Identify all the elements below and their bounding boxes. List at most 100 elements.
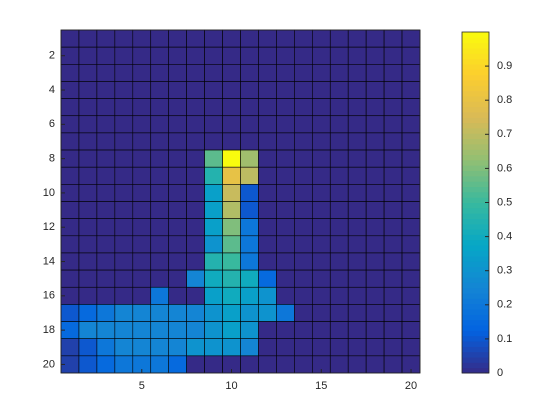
heatmap-cell <box>186 355 205 374</box>
colorbar-swatch <box>462 37 489 44</box>
heatmap-cell <box>401 218 421 237</box>
heatmap-cell <box>186 115 205 134</box>
heatmap-cell <box>258 149 277 168</box>
heatmap-cell <box>258 115 277 134</box>
heatmap-cell <box>294 184 313 202</box>
heatmap-cell <box>78 46 98 65</box>
heatmap-cell <box>347 132 367 151</box>
heatmap-cell <box>114 29 134 48</box>
heatmap-cell <box>114 286 134 305</box>
heatmap-cell <box>347 46 367 65</box>
heatmap-cell <box>96 235 116 254</box>
heatmap-cell <box>258 64 277 82</box>
heatmap-cell <box>240 115 259 134</box>
heatmap-cell <box>186 201 205 219</box>
heatmap-cell <box>132 286 152 305</box>
heatmap-cell <box>204 304 223 322</box>
heatmap-cell <box>329 98 349 117</box>
heatmap-cell <box>329 304 349 322</box>
heatmap-cell <box>204 338 223 357</box>
heatmap-cell <box>222 286 241 305</box>
heatmap-cell <box>311 252 331 271</box>
heatmap-cell <box>311 115 331 134</box>
heatmap-cell <box>114 46 134 65</box>
heatmap-cell <box>240 218 259 237</box>
heatmap-cell <box>311 149 331 168</box>
colorbar-swatch <box>462 266 489 273</box>
heatmap-cell <box>294 321 313 339</box>
heatmap-cell <box>186 269 205 288</box>
heatmap-cell <box>365 218 385 237</box>
heatmap-cell <box>78 132 98 151</box>
heatmap-cell <box>78 269 98 288</box>
heatmap-cell <box>294 81 313 99</box>
heatmap-cell <box>186 304 205 322</box>
colorbar-tick-label: 0.5 <box>497 196 512 208</box>
colorbar-swatch <box>462 271 489 278</box>
heatmap-cell <box>401 201 421 219</box>
heatmap-cell <box>401 115 421 134</box>
heatmap-cell <box>78 218 98 237</box>
heatmap-cell <box>294 201 313 219</box>
heatmap-cell <box>365 184 385 202</box>
heatmap-cell <box>60 201 80 219</box>
heatmap-cell <box>240 132 259 151</box>
heatmap-cell <box>186 149 205 168</box>
heatmap-cell <box>96 29 116 48</box>
heatmap-cell <box>258 286 277 305</box>
heatmap-cell <box>401 64 421 82</box>
heatmap-cell <box>60 29 80 48</box>
heatmap-cell <box>78 304 98 322</box>
heatmap-cell <box>150 218 170 237</box>
colorbar-swatch <box>462 287 489 294</box>
heatmap-cell <box>294 355 313 374</box>
colorbar-tick-label: 0.4 <box>497 231 512 243</box>
heatmap-cell <box>329 46 349 65</box>
heatmap-cell <box>401 304 421 322</box>
heatmap-cell <box>222 98 241 117</box>
heatmap-cell <box>150 235 170 254</box>
heatmap-cell <box>401 338 421 357</box>
heatmap-cell <box>276 98 295 117</box>
colorbar-swatch <box>462 197 489 203</box>
heatmap-cell <box>78 81 98 99</box>
y-tick-label: 16 <box>43 290 55 302</box>
heatmap-cell <box>383 201 403 219</box>
heatmap-cell <box>276 132 295 151</box>
heatmap-cell <box>347 29 367 48</box>
heatmap-cell <box>222 321 241 339</box>
heatmap-cell <box>96 132 116 151</box>
heatmap-cell <box>168 321 187 339</box>
heatmap-cell <box>96 98 116 117</box>
heatmap-cell <box>311 29 331 48</box>
heatmap-cell <box>347 355 367 374</box>
heatmap-cell <box>222 46 241 65</box>
heatmap-cell <box>329 218 349 237</box>
heatmap-cell <box>168 201 187 219</box>
heatmap-cell <box>383 355 403 374</box>
heatmap-cell <box>168 184 187 202</box>
colorbar-swatch <box>462 74 489 81</box>
heatmap-cell <box>347 149 367 168</box>
heatmap-cell <box>150 269 170 288</box>
colorbar-swatch <box>462 261 489 267</box>
heatmap-cell <box>132 218 152 237</box>
heatmap-cell <box>401 149 421 168</box>
colorbar-swatch <box>462 245 489 251</box>
heatmap-cell <box>294 269 313 288</box>
heatmap-cell <box>60 304 80 322</box>
colorbar-swatch <box>462 207 489 214</box>
heatmap-cell <box>168 115 187 134</box>
heatmap-cell <box>240 166 259 185</box>
colorbar-swatch <box>462 47 489 54</box>
colorbar-swatch <box>462 90 489 97</box>
heatmap-cell <box>132 64 152 82</box>
heatmap-cell <box>258 81 277 99</box>
heatmap-cell <box>383 184 403 202</box>
heatmap-cell <box>365 46 385 65</box>
heatmap-cell <box>114 321 134 339</box>
colorbar-swatch <box>462 277 489 283</box>
heatmap-cell <box>204 321 223 339</box>
heatmap-cell <box>132 115 152 134</box>
heatmap-cell <box>168 98 187 117</box>
